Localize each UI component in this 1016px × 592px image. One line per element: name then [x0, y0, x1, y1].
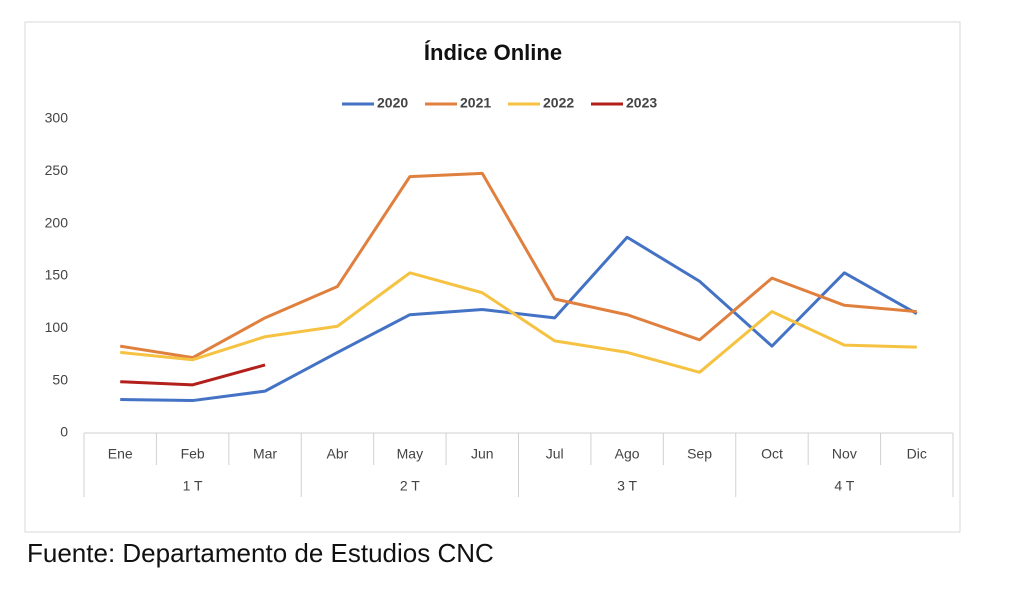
x-tick-label: Nov	[832, 446, 857, 462]
group-label: 2 T	[400, 478, 420, 494]
legend-label: 2020	[377, 95, 408, 111]
y-tick-label: 200	[45, 214, 69, 230]
x-tick-label: Ago	[615, 446, 640, 462]
legend-label: 2022	[543, 95, 574, 111]
series-line	[119, 171, 917, 360]
y-tick-label: 0	[60, 424, 68, 440]
chart-frame	[24, 21, 961, 533]
group-label: 3 T	[617, 478, 637, 494]
y-tick-label: 50	[52, 371, 68, 387]
x-tick-label: Jul	[546, 446, 564, 462]
series-line	[120, 271, 917, 374]
y-tick-label: 250	[45, 162, 69, 178]
legend-label: 2021	[460, 95, 491, 111]
x-tick-label: Jun	[471, 446, 494, 462]
x-tick-label: Mar	[253, 446, 277, 462]
x-tick-label: May	[397, 446, 423, 462]
x-tick-label: Sep	[687, 446, 712, 462]
group-label: 1 T	[183, 478, 203, 494]
y-tick-label: 300	[45, 110, 69, 126]
x-tick-label: Abr	[327, 446, 349, 462]
series-line	[120, 235, 918, 403]
x-tick-label: Feb	[181, 446, 205, 462]
x-tick-label: Dic	[907, 446, 927, 462]
series-line	[120, 363, 266, 387]
x-tick-label: Ene	[108, 446, 133, 462]
chart-title: Índice Online	[424, 40, 562, 65]
y-tick-label: 150	[45, 267, 69, 283]
group-label: 4 T	[834, 478, 854, 494]
legend-label: 2023	[626, 95, 657, 111]
source-note: Fuente: Departamento de Estudios CNC	[27, 538, 494, 568]
y-tick-label: 100	[45, 319, 69, 335]
x-tick-label: Oct	[761, 446, 783, 462]
